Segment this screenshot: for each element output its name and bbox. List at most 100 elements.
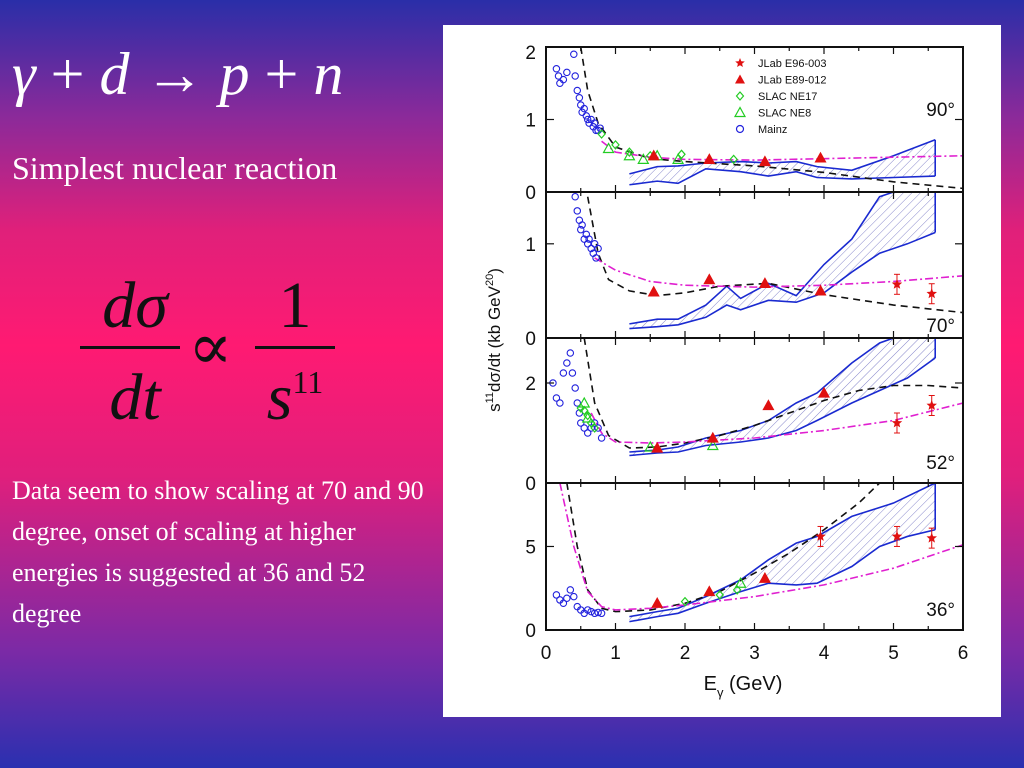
panel-angle-label: 90° bbox=[926, 100, 955, 121]
deuteron-symbol: d bbox=[99, 41, 130, 107]
legend-marker-circle bbox=[735, 124, 745, 134]
data-point-mainz bbox=[590, 419, 599, 427]
data-point-jlab-e89 bbox=[758, 155, 771, 167]
proton-symbol: p bbox=[219, 41, 250, 107]
data-point-mainz bbox=[563, 594, 571, 603]
data-point-jlab-e96 bbox=[926, 288, 937, 299]
data-point-mainz bbox=[568, 369, 577, 377]
data-point-slac-ne17 bbox=[680, 596, 690, 607]
data-point-mainz bbox=[597, 434, 606, 442]
band-lower-line bbox=[629, 231, 936, 330]
y-label-exp: 11 bbox=[484, 392, 496, 403]
data-point-slac-ne8 bbox=[637, 153, 650, 164]
band-upper-line bbox=[629, 192, 936, 325]
data-point-mainz bbox=[594, 244, 602, 253]
formula-numerator-2: 1 bbox=[278, 269, 312, 342]
subtitle: Simplest nuclear reaction bbox=[12, 150, 338, 186]
legend-marker-star bbox=[735, 58, 745, 67]
data-point-mainz bbox=[573, 86, 582, 95]
x-tick-label: 6 bbox=[958, 643, 969, 664]
legend-label: SLAC NE8 bbox=[758, 108, 811, 120]
formula-fraction-bar-1 bbox=[80, 346, 180, 349]
data-point-jlab-e89 bbox=[651, 597, 664, 608]
legend-marker-triangle bbox=[735, 74, 745, 84]
band-upper-line bbox=[629, 483, 936, 618]
data-point-mainz bbox=[559, 369, 568, 377]
band-upper-line bbox=[629, 338, 936, 453]
data-point-jlab-e89 bbox=[703, 585, 716, 597]
data-point-mainz bbox=[585, 119, 593, 127]
y-tick-label: 0 bbox=[525, 474, 536, 495]
data-point-mainz bbox=[578, 221, 586, 229]
data-point-mainz bbox=[577, 419, 585, 427]
formula-fraction-bar-2 bbox=[255, 346, 335, 349]
data-point-slac-ne17 bbox=[677, 149, 686, 160]
y-tick-label: 2 bbox=[525, 43, 536, 64]
data-point-jlab-e96 bbox=[891, 417, 903, 428]
dashed-curve bbox=[579, 47, 963, 190]
data-point-slac-ne17 bbox=[611, 139, 620, 150]
panel-0-plot bbox=[552, 47, 963, 190]
data-point-mainz bbox=[582, 112, 591, 120]
data-point-mainz bbox=[583, 606, 592, 614]
neutron-symbol: n bbox=[313, 41, 344, 107]
data-point-jlab-e96 bbox=[891, 278, 903, 289]
data-point-jlab-e96 bbox=[926, 400, 937, 410]
legend-label: JLab E96-003 bbox=[758, 58, 827, 70]
y-tick-label: 5 bbox=[525, 537, 536, 558]
x-tick-label: 5 bbox=[888, 643, 899, 664]
y-tick-label: 2 bbox=[525, 374, 536, 395]
gamma-symbol: γ bbox=[12, 41, 36, 107]
x-tick-label: 4 bbox=[819, 643, 830, 664]
x-tick-label: 1 bbox=[610, 643, 621, 664]
data-point-slac-ne8 bbox=[623, 149, 636, 161]
data-point-jlab-e89 bbox=[651, 441, 664, 453]
data-point-mainz bbox=[571, 384, 579, 392]
panel-angle-label: 36° bbox=[926, 600, 955, 621]
data-point-jlab-e89 bbox=[817, 386, 831, 398]
y-label-close: ) bbox=[485, 268, 504, 274]
data-point-jlab-e89 bbox=[758, 571, 771, 583]
data-point-mainz bbox=[578, 108, 586, 117]
data-point-slac-ne8 bbox=[644, 440, 657, 452]
data-point-slac-ne8 bbox=[578, 396, 591, 408]
x-axis-label: Eγ (GeV) bbox=[704, 673, 783, 700]
data-point-mainz bbox=[554, 72, 563, 80]
data-point-jlab-e89 bbox=[762, 399, 775, 411]
data-point-mainz bbox=[585, 235, 593, 243]
scaling-formula: dσ dt ∝ 1 s11 bbox=[80, 268, 350, 438]
data-point-mainz bbox=[566, 586, 575, 594]
legend-marker-triangle-open bbox=[733, 106, 747, 118]
panel-angle-label: 52° bbox=[926, 453, 955, 474]
y-tick-label: 1 bbox=[525, 235, 536, 256]
data-point-mainz bbox=[583, 429, 592, 437]
plus-sign: + bbox=[50, 41, 85, 107]
data-point-jlab-e89 bbox=[814, 284, 827, 296]
data-point-mainz bbox=[577, 225, 585, 234]
reaction-equation: γ + d → p + n bbox=[12, 40, 343, 109]
data-point-slac-ne17 bbox=[625, 147, 634, 158]
y-label-s: s bbox=[485, 403, 504, 412]
data-point-jlab-e96 bbox=[891, 531, 903, 541]
data-point-slac-ne17 bbox=[583, 410, 592, 421]
data-point-mainz bbox=[590, 609, 599, 618]
formula-exponent: 11 bbox=[292, 364, 324, 400]
band-lower-line bbox=[629, 357, 936, 457]
uncertainty-band bbox=[629, 338, 936, 456]
data-point-jlab-e89 bbox=[647, 285, 660, 297]
formula-s: s bbox=[266, 361, 293, 434]
data-point-mainz bbox=[563, 359, 571, 367]
legend-label: JLab E89-012 bbox=[758, 75, 827, 87]
panel-3-plot bbox=[552, 483, 963, 623]
data-point-mainz bbox=[563, 68, 571, 77]
plus-sign-2: + bbox=[264, 41, 299, 107]
data-point-mainz bbox=[580, 424, 588, 432]
data-point-mainz bbox=[597, 609, 606, 618]
x-label-unit: (GeV) bbox=[723, 673, 782, 695]
data-point-mainz bbox=[590, 119, 599, 127]
data-point-slac-ne8 bbox=[706, 439, 719, 451]
data-point-jlab-e89 bbox=[647, 149, 660, 161]
panel-2-plot bbox=[549, 338, 963, 457]
formula-denominator-2: s11 bbox=[250, 360, 340, 436]
x-tick-label: 2 bbox=[680, 643, 691, 664]
